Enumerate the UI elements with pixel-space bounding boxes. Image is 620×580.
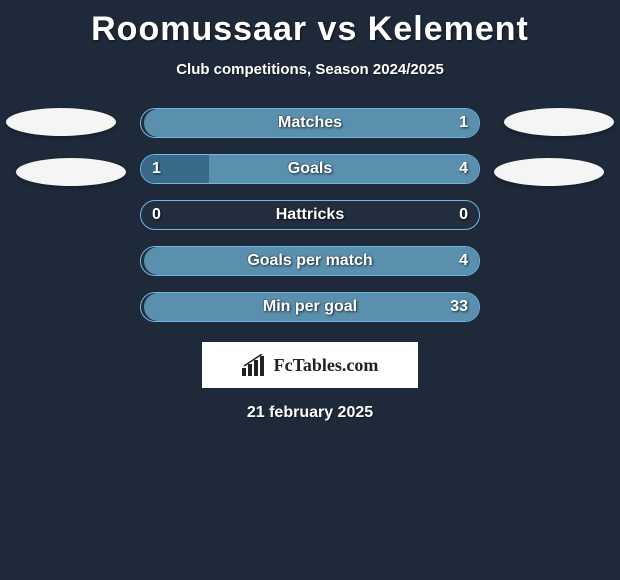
stat-row: Goals14	[140, 154, 480, 186]
stat-bar-track	[140, 292, 480, 322]
stats-area: Matches1Goals14Hattricks00Goals per matc…	[0, 108, 620, 324]
avatar-placeholder	[504, 108, 614, 136]
stat-value-left: 0	[152, 200, 161, 230]
stat-bar-track	[140, 246, 480, 276]
stat-value-right: 4	[459, 154, 468, 184]
stat-bar-fill-right	[144, 293, 479, 321]
page-title: Roomussaar vs Kelement	[0, 0, 620, 49]
date-text: 21 february 2025	[0, 404, 620, 422]
stat-bar-fill-right	[144, 247, 479, 275]
stat-row: Min per goal33	[140, 292, 480, 324]
stat-value-right: 33	[450, 292, 468, 322]
stat-value-right: 0	[459, 200, 468, 230]
stat-bar-track	[140, 154, 480, 184]
avatar-placeholder	[494, 158, 604, 186]
stat-bar-fill-right	[144, 109, 479, 137]
stat-value-right: 4	[459, 246, 468, 276]
footer-logo: FcTables.com	[202, 342, 418, 388]
stat-row: Goals per match4	[140, 246, 480, 278]
page-subtitle: Club competitions, Season 2024/2025	[0, 61, 620, 78]
avatar-placeholder	[16, 158, 126, 186]
stat-value-left: 1	[152, 154, 161, 184]
stat-bar-track	[140, 108, 480, 138]
stat-bar-fill-right	[209, 155, 479, 183]
footer-brand-text: FcTables.com	[274, 355, 379, 376]
stat-value-right: 1	[459, 108, 468, 138]
avatar-placeholder	[6, 108, 116, 136]
stat-bar-track	[140, 200, 480, 230]
stat-row: Hattricks00	[140, 200, 480, 232]
bar-chart-icon	[242, 354, 268, 376]
stat-row: Matches1	[140, 108, 480, 140]
